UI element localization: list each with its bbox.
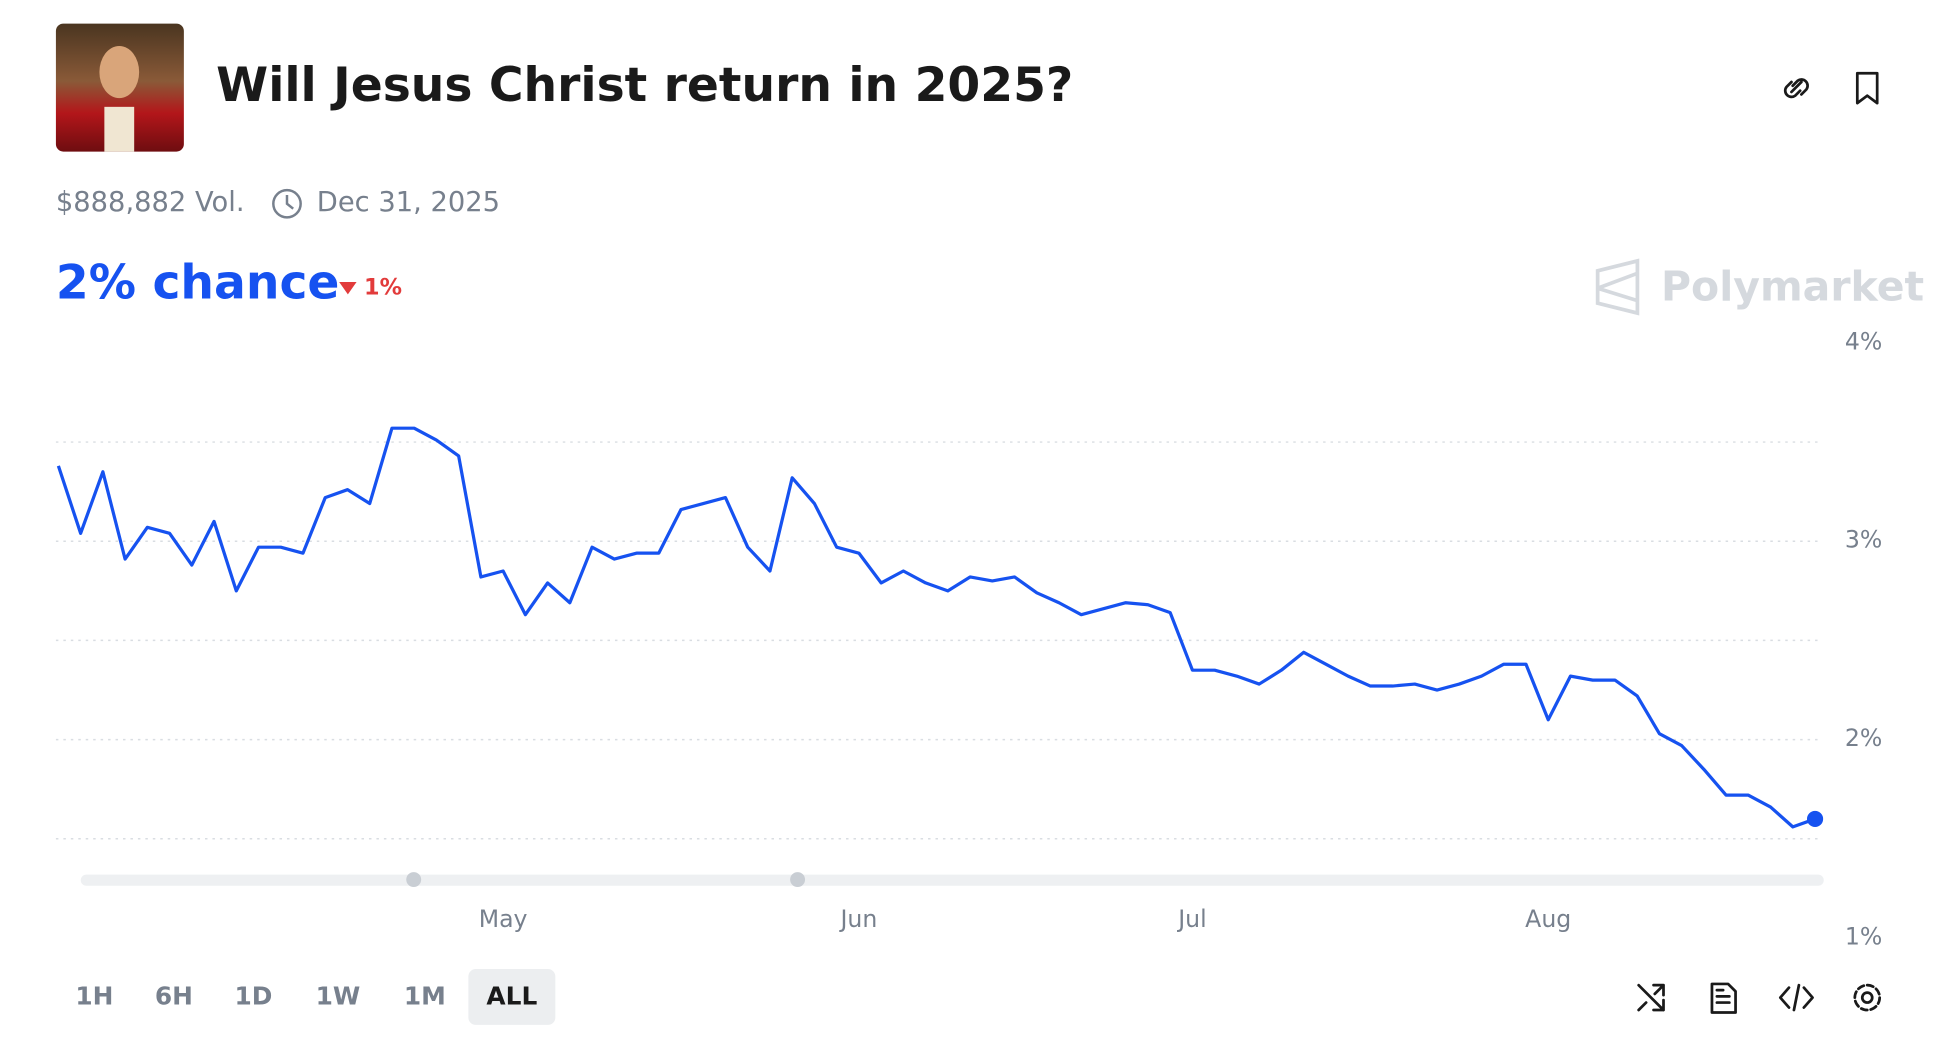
- y-tick-label: 3%: [1845, 526, 1882, 554]
- clock-icon: [272, 188, 302, 219]
- timeframe-button[interactable]: 1D: [234, 982, 272, 1011]
- embed-button[interactable]: [1778, 983, 1814, 1012]
- settings-button[interactable]: [1853, 983, 1882, 1012]
- x-tick-label: May: [479, 905, 528, 933]
- brand-logo: Polymarket: [1595, 258, 1924, 316]
- chance-change: 1%: [364, 275, 402, 301]
- timeframe-button[interactable]: 1W: [316, 982, 361, 1011]
- timeframe-button[interactable]: 1H: [75, 982, 113, 1011]
- brand-name: Polymarket: [1661, 262, 1924, 310]
- down-arrow: [339, 282, 357, 295]
- y-tick-label: 4%: [1845, 327, 1882, 355]
- last-point: [1806, 810, 1824, 828]
- bookmark-button[interactable]: [1855, 71, 1879, 105]
- timeframe-button[interactable]: 1M: [404, 982, 446, 1011]
- selected-timeframe-bg: [468, 969, 556, 1025]
- timeframe-button[interactable]: 6H: [155, 982, 193, 1011]
- y-tick-label: 2%: [1845, 724, 1882, 752]
- chart: 1% 2% 3% 4% May Jun Jul Aug: [55, 327, 1882, 950]
- price-line: [56, 426, 1816, 829]
- timeframe-button[interactable]: ALL: [486, 982, 537, 1011]
- rules-button[interactable]: [1710, 982, 1737, 1014]
- scrubber[interactable]: [80, 872, 1824, 888]
- end-date: Dec 31, 2025: [317, 187, 500, 218]
- x-tick-label: Aug: [1525, 905, 1571, 933]
- x-tick-label: Jun: [838, 905, 877, 933]
- copy-link-button[interactable]: [1783, 78, 1809, 99]
- y-tick-label: 1%: [1845, 922, 1882, 950]
- swap-button[interactable]: [1637, 983, 1665, 1012]
- chance: 2% chance: [56, 256, 340, 311]
- volume: $888,882 Vol.: [56, 187, 245, 218]
- x-tick-label: Jul: [1176, 905, 1206, 933]
- market-title: Will Jesus Christ return in 2025?: [216, 58, 1073, 113]
- market-image: [55, 23, 184, 152]
